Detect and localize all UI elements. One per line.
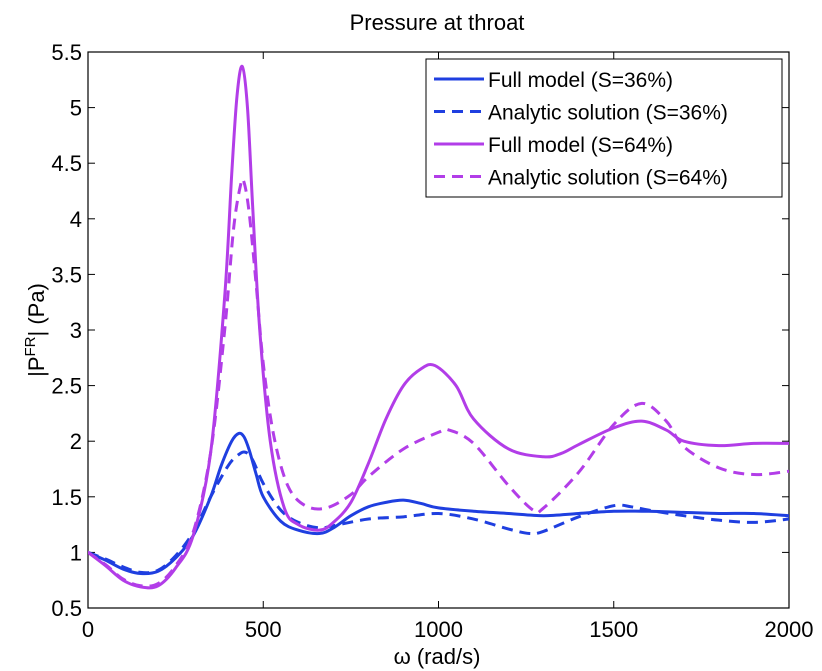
y-tick-label: 1	[70, 540, 82, 565]
series-line-4	[88, 177, 789, 588]
y-tick-label: 2.5	[51, 374, 82, 399]
y-axis-title-tail: | (Pa)	[24, 283, 49, 336]
y-tick-label: 0.5	[51, 596, 82, 621]
legend-label-1: Full model (S=36%)	[488, 69, 673, 92]
y-axis-title: |PFR| (Pa)	[22, 283, 49, 377]
y-tick-label: 4.5	[51, 151, 82, 176]
y-tick-label: 5.5	[51, 40, 82, 65]
chart-title: Pressure at throat	[350, 10, 525, 35]
y-tick-label: 3.5	[51, 262, 82, 287]
legend: Full model (S=36%) Analytic solution (S=3…	[425, 58, 783, 198]
y-tick-label: 3	[70, 318, 82, 343]
x-tick-label: 2000	[765, 617, 814, 642]
legend-label-4: Analytic solution (S=64%)	[488, 167, 728, 190]
series-line-1	[88, 431, 789, 576]
x-tick-label: 1000	[414, 617, 463, 642]
x-tick-label: 1500	[589, 617, 638, 642]
y-axis-title-superscript: FR	[22, 336, 39, 356]
y-axis-title-main: |P	[24, 357, 49, 377]
y-tick-label: 2	[70, 429, 82, 454]
plot-area: 0 500 1000 1500 2000 0.5 1 1.5 2 2.5 3 3.5 4 4.5 5 5.5	[51, 40, 813, 642]
y-tick-label: 4	[70, 207, 82, 232]
series-group	[88, 64, 789, 590]
legend-label-2: Analytic solution (S=36%)	[488, 102, 728, 125]
x-axis-title: ω (rad/s)	[394, 644, 481, 669]
legend-label-3: Full model (S=64%)	[488, 134, 673, 157]
x-tick-label: 0	[82, 617, 94, 642]
y-tick-label: 5	[70, 96, 82, 121]
x-tick-label: 500	[245, 617, 282, 642]
legend-box	[425, 58, 783, 198]
y-tick-label: 1.5	[51, 485, 82, 510]
